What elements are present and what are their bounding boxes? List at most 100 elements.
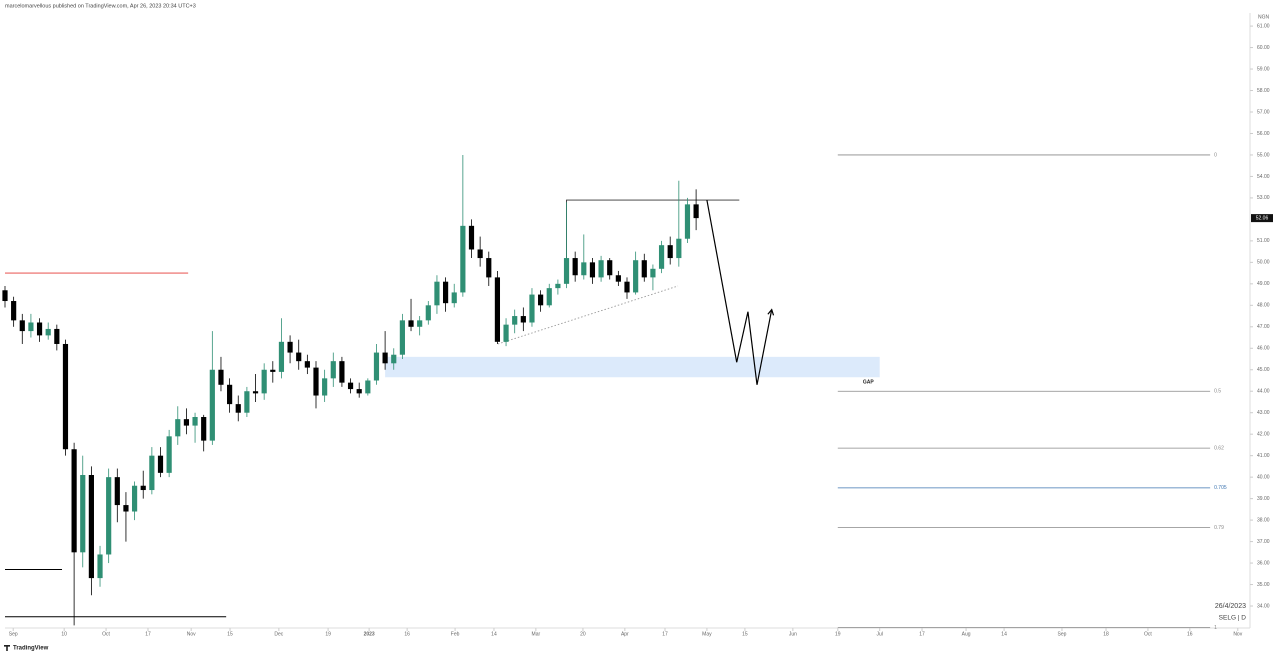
candle-body (684, 204, 691, 239)
x-tick-label: Nov (187, 631, 196, 637)
candle-body (607, 260, 613, 276)
last-price-tag (1251, 214, 1273, 223)
x-tick-label: Mar (532, 631, 541, 637)
drawing-dotted (497, 285, 679, 345)
candle-body (373, 352, 380, 381)
x-tick-label: 18 (1103, 631, 1109, 637)
x-tick-label: 17 (919, 631, 925, 637)
candle-body (347, 382, 354, 390)
x-tick-label: May (702, 631, 712, 637)
y-tick-label: 41.00 (1257, 453, 1270, 459)
candle-body (641, 260, 647, 278)
fib-label: 1 (1214, 625, 1217, 631)
candle-body (123, 505, 129, 512)
y-tick-label: 46.00 (1257, 346, 1270, 352)
candle-body (555, 283, 561, 289)
candle-body (166, 436, 172, 473)
candle-body (365, 380, 371, 394)
candle-body (322, 378, 328, 396)
fib-label: 0.79 (1214, 525, 1224, 531)
x-tick-label: 15 (742, 631, 748, 637)
y-tick-label: 45.00 (1257, 367, 1270, 373)
candle-body (460, 225, 466, 293)
x-tick-label: 14 (491, 631, 497, 637)
y-tick-label: 53.00 (1257, 195, 1270, 201)
candle-body (80, 474, 86, 553)
y-tick-label: 60.00 (1257, 45, 1270, 51)
currency: NGN (1258, 14, 1270, 20)
y-tick-label: 61.00 (1257, 23, 1270, 29)
candle-body (382, 352, 388, 364)
candle-body (62, 343, 69, 450)
last-price-label: 52.06 (1256, 215, 1269, 221)
candle-body (503, 324, 509, 342)
candle-body (538, 294, 544, 306)
footer: TradingView (13, 646, 49, 652)
fib-label: 0.62 (1214, 445, 1224, 451)
x-tick-label: Oct (1144, 631, 1152, 637)
x-tick-label: Feb (451, 631, 460, 637)
candle-body (693, 204, 699, 219)
candle-body (624, 281, 630, 293)
y-tick-label: 59.00 (1257, 66, 1270, 72)
candle-body (287, 341, 293, 353)
x-tick-label: Aug (962, 631, 971, 637)
candle-body (486, 258, 492, 278)
logo (4, 645, 10, 651)
candle-body (417, 320, 423, 327)
candle-body (598, 260, 604, 278)
fib-label: 0.5 (1214, 389, 1221, 395)
candle-body (304, 361, 310, 368)
x-tick-label: Dec (274, 631, 283, 637)
candle-body (252, 391, 259, 394)
candle-body (270, 369, 276, 372)
candle-body (451, 292, 457, 304)
y-tick-label: 40.00 (1257, 474, 1270, 480)
candle-body (546, 288, 552, 306)
y-tick-label: 57.00 (1257, 109, 1270, 115)
candle-body (633, 260, 639, 293)
y-tick-label: 43.00 (1257, 410, 1270, 416)
candle-body (45, 328, 51, 336)
y-tick-label: 55.00 (1257, 152, 1270, 158)
gap-zone (385, 356, 880, 378)
y-tick-label: 47.00 (1257, 324, 1270, 330)
y-tick-label: 51.00 (1257, 238, 1270, 244)
candle-body (667, 245, 673, 259)
candle-body (192, 417, 198, 426)
x-tick-label: Nov (1233, 631, 1242, 637)
fib-label: 0.705 (1214, 485, 1227, 491)
x-tick-label: Apr (621, 631, 629, 637)
x-tick-label: 16 (404, 631, 410, 637)
header: marcelomarvellous published on TradingVi… (5, 3, 196, 9)
candle-body (244, 391, 250, 413)
candle-body (339, 361, 345, 383)
x-tick-label: 15 (227, 631, 233, 637)
x-tick-label: 16 (1187, 631, 1193, 637)
y-tick-label: 36.00 (1257, 560, 1270, 566)
candle-body (650, 268, 656, 278)
candle-body (140, 485, 146, 491)
y-tick-label: 56.00 (1257, 131, 1270, 137)
y-tick-label: 37.00 (1257, 539, 1270, 545)
candle-body (572, 258, 578, 276)
x-tick-label: Oct (102, 631, 110, 637)
candle-body (658, 245, 665, 269)
candle-body (114, 477, 120, 506)
candle-body (408, 320, 414, 327)
candle-body (391, 354, 397, 364)
candle-body (529, 294, 535, 323)
candle-body (313, 367, 319, 396)
arrow-head (767, 308, 775, 316)
candle-body (183, 419, 190, 426)
x-tick-label: Jun (789, 631, 797, 637)
candle-body (97, 554, 103, 579)
y-tick-label: 42.00 (1257, 432, 1270, 438)
candle-body (615, 275, 621, 282)
x-tick-label: 2023 (364, 631, 375, 637)
candle-body (2, 290, 8, 302)
candle-body (175, 419, 181, 437)
candle-body (36, 322, 43, 336)
